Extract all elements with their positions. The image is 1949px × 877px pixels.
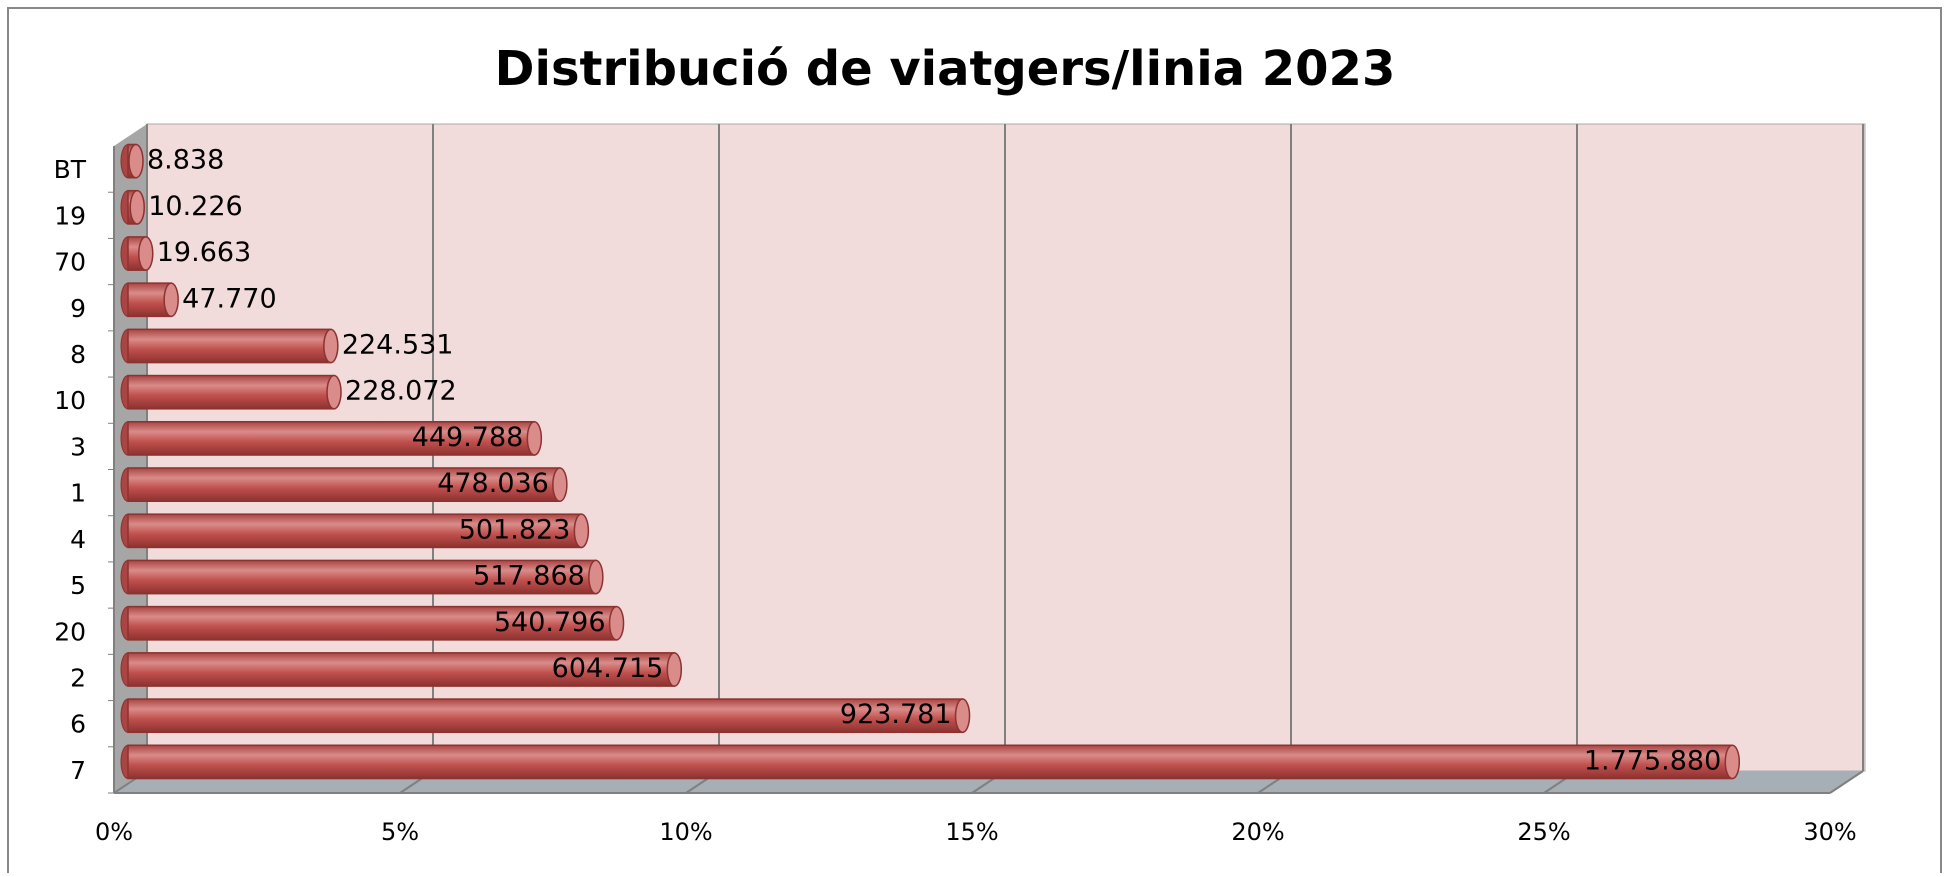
x-tick-label: 15% [945,818,998,846]
data-label: 478.036 [437,468,549,499]
bar-cap [588,559,604,595]
data-label: 540.796 [494,607,606,638]
bar [127,513,583,549]
y-tick-label: 1 [70,479,86,508]
y-tick-label: 4 [70,525,86,554]
bar-cap [1724,744,1741,780]
data-label: 10.226 [148,191,242,222]
x-tick-label: 30% [1803,818,1856,846]
data-label: 604.715 [552,653,664,684]
data-label: 19.663 [157,237,251,268]
bar [127,698,964,734]
data-label: 1.775.880 [1584,745,1721,776]
bar-cap [163,282,179,318]
data-label: 8.838 [147,145,224,176]
y-tick-label: 10 [54,386,86,415]
plot-area [114,123,1866,793]
y-tick-label: 20 [54,617,86,646]
x-tick-label: 20% [1231,818,1284,846]
bar [127,605,618,641]
data-label: 224.531 [342,329,454,360]
data-label: 47.770 [182,283,276,314]
y-tick-label: 2 [70,663,86,692]
bar-cap [138,236,154,271]
y-tick-label: 3 [70,432,86,461]
bar-cap [552,467,568,502]
bar-cap [954,698,971,734]
data-label: 228.072 [345,376,457,407]
y-tick-label: 6 [70,710,86,739]
bar-cap [608,605,625,641]
bar [127,467,561,502]
bar [127,652,676,687]
y-tick-label: 19 [54,201,86,230]
bar-cap [129,189,145,225]
y-tick-label: 5 [70,571,86,600]
bar [127,328,332,364]
y-tick-label: 70 [54,248,86,277]
y-tick-label: 9 [70,294,86,323]
chart-title: Distribució de viatgers/linia 2023 [495,41,1396,97]
y-tick-label: BT [54,155,87,184]
bar-cap [526,421,543,456]
data-label: 517.868 [473,561,585,592]
bar-cap [326,374,342,410]
bar [127,421,536,456]
bar-cap [323,328,339,364]
x-tick-label: 5% [381,818,419,846]
bar-cap [666,652,683,687]
bar-cap [573,513,590,549]
bar [127,744,1734,780]
data-label: 923.781 [840,699,952,730]
data-label: 501.823 [459,514,571,545]
bar-cap [128,143,144,179]
y-tick-label: 8 [70,340,86,369]
bar [127,374,335,410]
x-tick-label: 0% [95,818,133,846]
x-tick-label: 25% [1517,818,1570,846]
x-tick-label: 10% [659,818,712,846]
data-label: 449.788 [412,422,524,453]
y-tick-label: 7 [70,756,86,785]
x-tick-mark [1829,770,1864,794]
